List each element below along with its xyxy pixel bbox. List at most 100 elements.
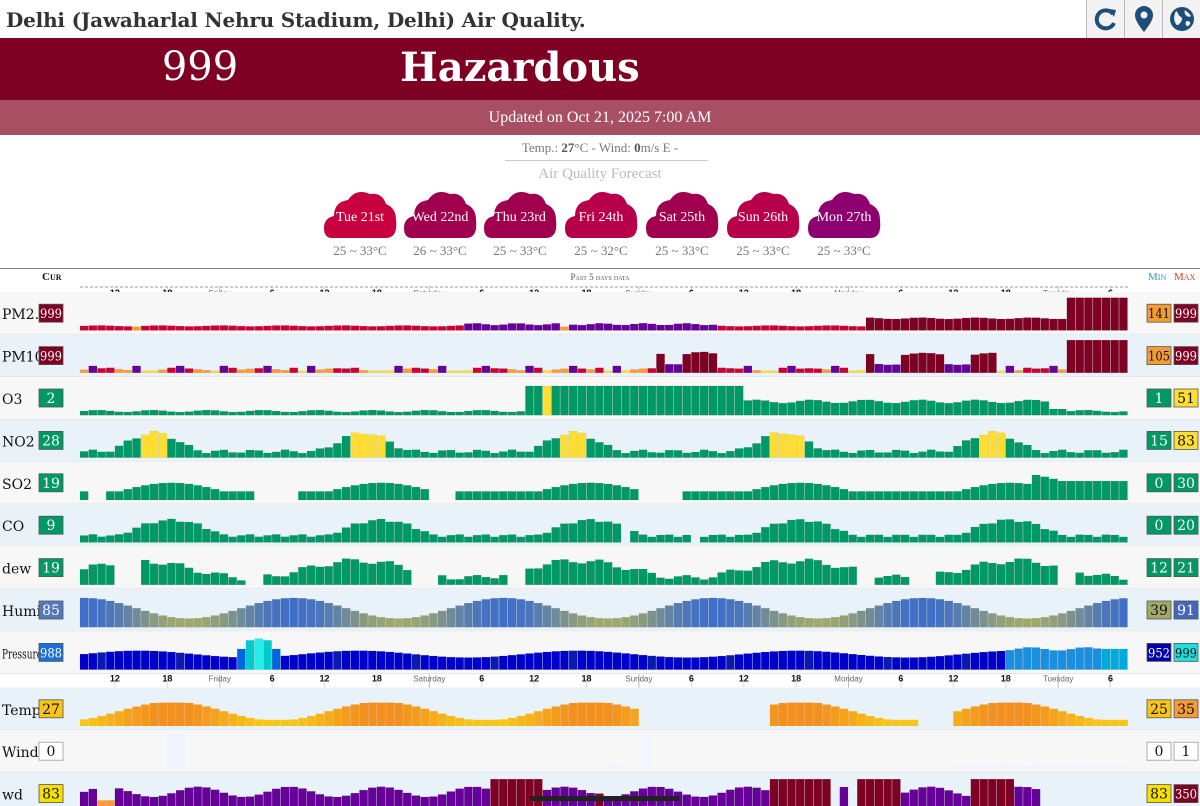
bar [411, 528, 421, 543]
forecast-day[interactable]: Wed 22nd 26 ~ 33°C [402, 188, 478, 260]
bar [1040, 318, 1050, 331]
bar [970, 706, 980, 726]
bar [1084, 297, 1093, 331]
refresh-icon[interactable] [1086, 0, 1124, 38]
bar [638, 613, 648, 628]
row-label: Temp. [2, 703, 45, 719]
bar [123, 605, 133, 628]
globe-icon[interactable] [1162, 0, 1200, 38]
bar [586, 650, 595, 670]
bar [385, 787, 395, 806]
bar [1119, 480, 1128, 501]
bar [699, 579, 709, 585]
bar [970, 608, 980, 628]
bar [516, 491, 526, 501]
bar [490, 410, 499, 416]
bar [1014, 786, 1023, 806]
forecast-day[interactable]: Sat 25th 25 ~ 33°C [644, 188, 720, 260]
bar [175, 365, 185, 373]
bar [813, 703, 823, 726]
bar [752, 325, 761, 331]
bar [402, 792, 412, 806]
bar [857, 654, 866, 670]
bar [787, 563, 796, 585]
bar [979, 765, 988, 769]
bar [1023, 618, 1032, 628]
updated-time: Updated on Oct 21, 2025 7:00 AM [0, 100, 1200, 135]
bar [1031, 618, 1041, 628]
bar [411, 617, 421, 628]
bar [210, 410, 220, 416]
bar [892, 779, 901, 806]
bar [1049, 408, 1058, 416]
bar [795, 617, 805, 628]
bar [673, 657, 683, 670]
bar [1092, 480, 1102, 501]
bar [944, 403, 953, 416]
bar [961, 364, 971, 373]
row-humid: Humid [0, 588, 1200, 632]
bar [193, 450, 202, 458]
bar [507, 449, 517, 458]
cur-value: 19 [42, 561, 60, 577]
bar [656, 656, 665, 670]
min-value-box [1146, 699, 1172, 719]
bar [577, 325, 587, 331]
bar [184, 444, 194, 458]
bar [909, 353, 919, 373]
bar [1040, 529, 1050, 543]
bar [402, 411, 412, 416]
bar [123, 370, 133, 373]
bar [944, 364, 953, 373]
forecast-day[interactable]: Tue 21st 25 ~ 33°C [322, 188, 398, 260]
forecast-day[interactable]: Thu 23rd 25 ~ 33°C [482, 188, 558, 260]
cloud-icon [646, 192, 719, 238]
bar [79, 325, 89, 331]
bar [359, 370, 368, 373]
bar [1040, 368, 1050, 373]
bar [350, 610, 360, 628]
bar [717, 534, 726, 543]
bar [481, 656, 491, 670]
bar [953, 402, 962, 416]
bar [123, 791, 133, 806]
forecast-day[interactable]: Sun 26th 25 ~ 33°C [725, 188, 801, 260]
bar [804, 399, 814, 416]
bar [394, 411, 403, 416]
bar [568, 365, 578, 373]
row-temp-: Temp. [0, 687, 1200, 731]
bar [752, 787, 761, 806]
row-label: SO2 [2, 477, 32, 493]
bar [1110, 765, 1119, 769]
bar [664, 385, 674, 416]
bar [979, 523, 988, 543]
bar [298, 788, 307, 806]
bar [88, 534, 98, 543]
bar [376, 410, 386, 416]
bar [717, 598, 726, 628]
axis-label: 12 [739, 674, 749, 684]
forecast-day[interactable]: Fri 24th 25 ~ 32°C [563, 188, 639, 260]
bar [560, 485, 569, 501]
forecast-day[interactable]: Mon 27th 25 ~ 33°C [806, 188, 882, 260]
bar [630, 369, 639, 373]
cur-value: 27 [42, 702, 60, 718]
bar [472, 323, 482, 331]
bar [402, 618, 412, 628]
bar [140, 370, 150, 373]
min-value: 15 [1150, 433, 1168, 449]
bar [874, 656, 884, 670]
bar [402, 523, 412, 543]
axis-label: 18 [791, 674, 801, 684]
bar [926, 353, 936, 373]
location-pin-icon[interactable] [1124, 0, 1162, 38]
bar [359, 562, 368, 585]
bar [717, 367, 726, 373]
bar [175, 618, 185, 628]
bar [813, 618, 822, 628]
bar [630, 568, 639, 585]
bar [656, 324, 665, 331]
bar [656, 534, 665, 543]
bar [533, 325, 543, 331]
bar [1066, 610, 1076, 628]
